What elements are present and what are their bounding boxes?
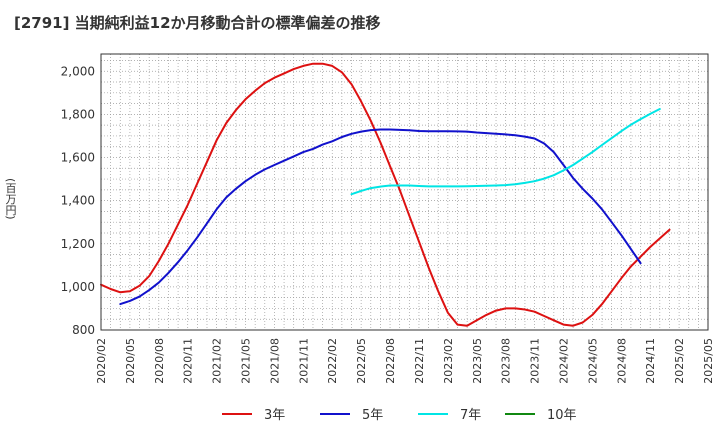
x-tick-label: 2020/05 [124, 338, 137, 384]
x-tick-label: 2021/08 [268, 338, 281, 384]
x-tick-label: 2022/11 [413, 338, 426, 384]
legend-label: 3年 [264, 408, 285, 423]
series-group [100, 62, 671, 327]
x-tick-label: 2025/05 [702, 338, 715, 384]
series-line-2 [119, 128, 642, 306]
x-tick-label: 2023/02 [442, 338, 455, 384]
y-tick-label: 1,200 [61, 237, 95, 251]
y-tick-label: 800 [72, 323, 95, 337]
x-tick-label: 2024/05 [586, 338, 599, 384]
x-tick-label: 2023/05 [471, 338, 484, 384]
y-tick-label: 1,000 [61, 280, 95, 294]
series-line-1 [100, 62, 671, 327]
x-tick-label: 2021/02 [211, 338, 224, 384]
y-tick-label: 1,600 [61, 151, 95, 165]
y-tick-label: 1,800 [61, 107, 95, 121]
x-tick-label: 2023/08 [500, 338, 513, 384]
x-tick-label: 2023/11 [529, 338, 542, 384]
y-axis-ticks: 800 1,000 1,200 1,400 1,600 1,800 2,000 [61, 64, 95, 337]
x-tick-label: 2022/08 [384, 338, 397, 384]
grid-lines [100, 54, 709, 331]
x-tick-label: 2022/05 [355, 338, 368, 384]
legend-label: 5年 [362, 408, 383, 423]
legend: 3年 5年 7年 10年 [222, 408, 577, 423]
chart-title: [2791] 当期純利益12か月移動合計の標準偏差の推移 [14, 14, 381, 32]
x-axis-ticks: 2020/02 2020/05 2020/08 2020/11 2021/02 2021/… [95, 338, 715, 384]
x-tick-label: 2021/05 [240, 338, 253, 384]
legend-label: 10年 [547, 408, 577, 423]
x-tick-label: 2025/02 [673, 338, 686, 384]
plot-area [101, 54, 708, 330]
x-tick-label: 2020/02 [95, 338, 108, 384]
x-tick-label: 2020/11 [182, 338, 195, 384]
y-tick-label: 1,400 [61, 194, 95, 208]
x-tick-label: 2024/08 [615, 338, 628, 384]
x-tick-label: 2022/02 [326, 338, 339, 384]
y-axis-unit-label: (百万円) [4, 178, 17, 220]
legend-label: 7年 [460, 408, 481, 423]
series-line-3 [350, 108, 661, 196]
x-tick-label: 2020/08 [153, 338, 166, 384]
x-tick-label: 2024/02 [557, 338, 570, 384]
x-tick-label: 2024/11 [644, 338, 657, 384]
y-tick-label: 2,000 [61, 64, 95, 78]
plot-frame [100, 53, 709, 331]
x-tick-label: 2021/11 [297, 338, 310, 384]
